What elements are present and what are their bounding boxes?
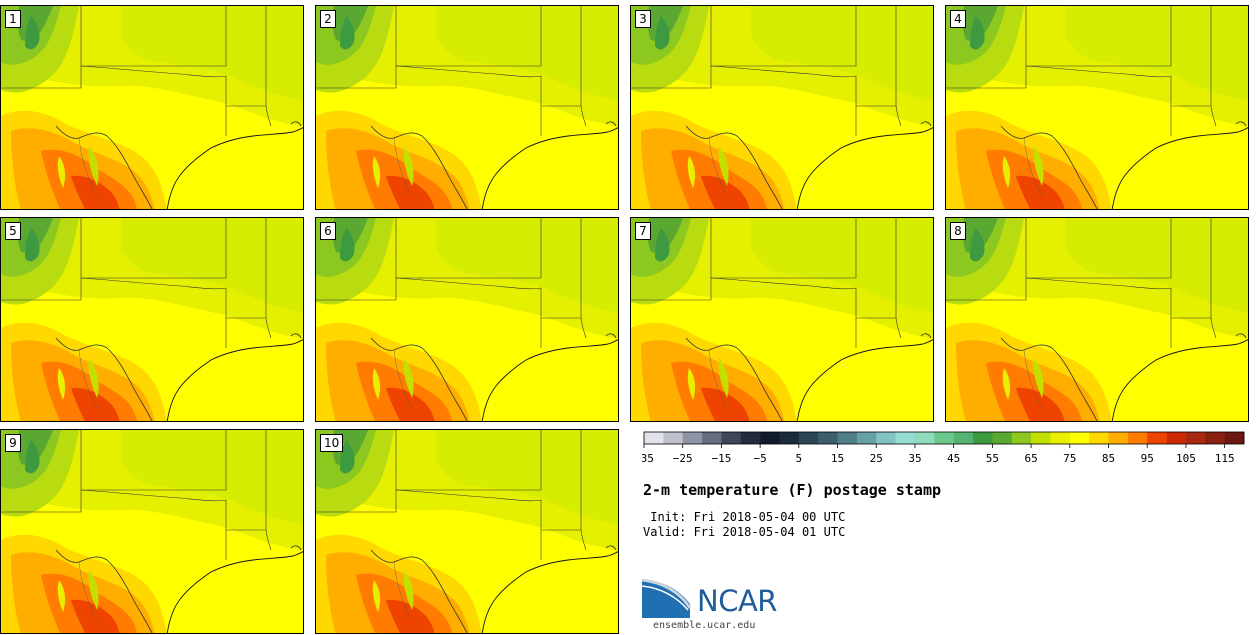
colorbar-swatch bbox=[1185, 432, 1206, 444]
member-number: 8 bbox=[950, 222, 966, 240]
colorbar-swatch bbox=[740, 432, 761, 444]
member-number: 3 bbox=[635, 10, 651, 28]
member-number: 4 bbox=[950, 10, 966, 28]
member-number: 5 bbox=[5, 222, 21, 240]
colorbar-swatch bbox=[644, 432, 664, 444]
colorbar-tick-label: 75 bbox=[1063, 452, 1076, 465]
colorbar-tick-label: −25 bbox=[673, 452, 693, 465]
colorbar-swatch bbox=[934, 432, 954, 444]
colorbar-tick-label: 55 bbox=[986, 452, 999, 465]
colorbar-swatch bbox=[702, 432, 722, 444]
colorbar-tick-label: 5 bbox=[796, 452, 803, 465]
member-number: 7 bbox=[635, 222, 651, 240]
chart-title: 2-m temperature (F) postage stamp bbox=[643, 481, 942, 499]
temperature-map bbox=[316, 430, 618, 633]
colorbar-tick-label: 25 bbox=[870, 452, 883, 465]
colorbar-tick-label: 105 bbox=[1176, 452, 1196, 465]
colorbar-swatch bbox=[1224, 432, 1245, 444]
temperature-map bbox=[316, 218, 618, 421]
map-panel-8: 8 bbox=[945, 217, 1249, 422]
member-number: 2 bbox=[320, 10, 336, 28]
map-panel-4: 4 bbox=[945, 5, 1249, 210]
map-panel-1: 1 bbox=[0, 5, 304, 210]
colorbar-tick-label: 115 bbox=[1215, 452, 1235, 465]
valid-time: Valid: Fri 2018-05-04 01 UTC bbox=[643, 525, 846, 539]
colorbar-tick-label: 85 bbox=[1102, 452, 1115, 465]
map-panel-9: 9 bbox=[0, 429, 304, 634]
colorbar-swatch bbox=[914, 432, 935, 444]
temperature-map bbox=[946, 218, 1248, 421]
temperature-map bbox=[631, 218, 933, 421]
colorbar-tick-label: 95 bbox=[1141, 452, 1154, 465]
member-number: 1 bbox=[5, 10, 21, 28]
colorbar-swatch bbox=[1050, 432, 1071, 444]
colorbar-tick-label: −35 bbox=[642, 452, 654, 465]
colorbar-swatch bbox=[1205, 432, 1225, 444]
map-panel-7: 7 bbox=[630, 217, 934, 422]
ncar-logo-icon bbox=[641, 578, 692, 618]
website-url: ensemble.ucar.edu bbox=[653, 620, 756, 631]
colorbar-swatch bbox=[1147, 432, 1167, 444]
colorbar-tick-label: −5 bbox=[754, 452, 767, 465]
colorbar-swatch bbox=[798, 432, 819, 444]
temperature-map bbox=[1, 218, 303, 421]
colorbar-swatch bbox=[779, 432, 800, 444]
colorbar-tick-label: 35 bbox=[908, 452, 921, 465]
colorbar-swatch bbox=[818, 432, 838, 444]
temperature-map bbox=[316, 6, 618, 209]
map-panel-3: 3 bbox=[630, 5, 934, 210]
member-number: 6 bbox=[320, 222, 336, 240]
member-number: 10 bbox=[320, 434, 344, 452]
colorbar-swatch bbox=[856, 432, 877, 444]
colorbar-swatch bbox=[1031, 432, 1051, 444]
colorbar-swatch bbox=[973, 432, 993, 444]
colorbar-swatch bbox=[1011, 432, 1032, 444]
map-panel-5: 5 bbox=[0, 217, 304, 422]
colorbar-swatch bbox=[1127, 432, 1148, 444]
map-panel-2: 2 bbox=[315, 5, 619, 210]
colorbar-swatch bbox=[1089, 432, 1109, 444]
colorbar-swatch bbox=[876, 432, 896, 444]
ncar-logo: NCAR bbox=[641, 578, 802, 620]
colorbar-swatch bbox=[1166, 432, 1187, 444]
colorbar-tick-label: 45 bbox=[947, 452, 960, 465]
colorbar-swatch bbox=[895, 432, 916, 444]
colorbar-swatch bbox=[682, 432, 703, 444]
colorbar-swatch bbox=[1108, 432, 1129, 444]
init-time: Init: Fri 2018-05-04 00 UTC bbox=[643, 510, 846, 524]
colorbar-swatch bbox=[721, 432, 742, 444]
temperature-map bbox=[1, 430, 303, 633]
colorbar-swatch bbox=[760, 432, 780, 444]
colorbar-tick-label: 65 bbox=[1024, 452, 1037, 465]
temperature-map bbox=[631, 6, 933, 209]
map-panel-10: 10 bbox=[315, 429, 619, 634]
temperature-map bbox=[946, 6, 1248, 209]
colorbar-border bbox=[643, 431, 1245, 445]
colorbar-swatch bbox=[953, 432, 974, 444]
colorbar-swatch bbox=[992, 432, 1013, 444]
colorbar-tick-label: −15 bbox=[711, 452, 731, 465]
colorbar-swatch bbox=[663, 432, 684, 444]
ncar-logo-text: NCAR bbox=[697, 584, 777, 618]
map-panel-6: 6 bbox=[315, 217, 619, 422]
member-number: 9 bbox=[5, 434, 21, 452]
colorbar-swatch bbox=[837, 432, 858, 444]
colorbar-tick-label: 15 bbox=[831, 452, 844, 465]
colorbar-graphic: −35 −25 −15 −5 5 15 25 35 45 55 65 75 85 95 105 115 bbox=[642, 431, 1245, 465]
colorbar: −35 −25 −15 −5 5 15 25 35 45 55 65 75 85 95 105 115 bbox=[642, 431, 1248, 467]
temperature-map bbox=[1, 6, 303, 209]
colorbar-swatch bbox=[1069, 432, 1090, 444]
